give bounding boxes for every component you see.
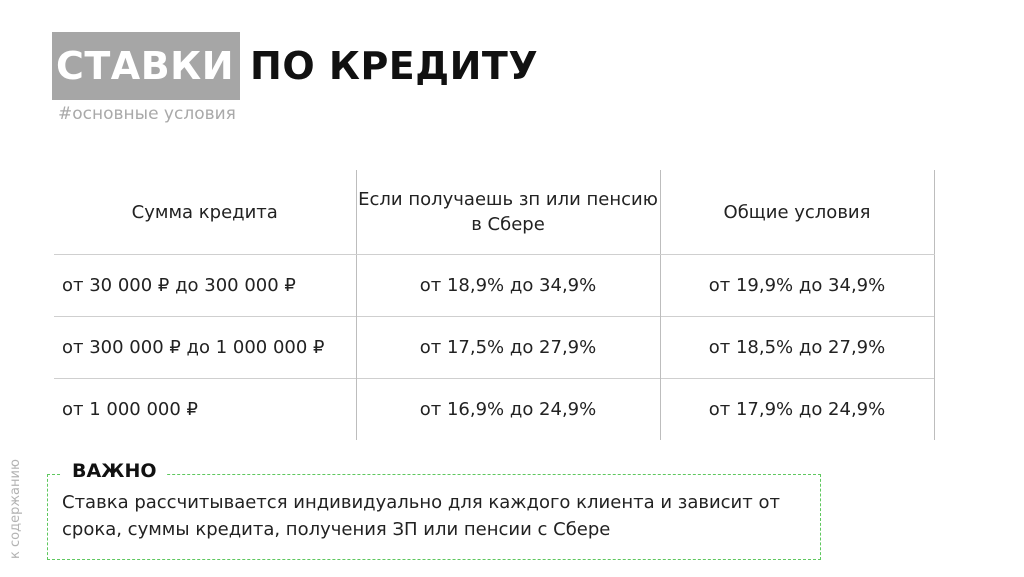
table-row: от 300 000 ₽ до 1 000 000 ₽ от 17,5% до … — [54, 316, 935, 379]
important-note-label: ВАЖНО — [62, 460, 167, 482]
table-row: от 30 000 ₽ до 300 000 ₽ от 18,9% до 34,… — [54, 254, 935, 317]
cell-loan-amount: от 30 000 ₽ до 300 000 ₽ — [54, 254, 357, 317]
important-note-box — [47, 474, 821, 560]
cell-general-rate: от 18,5% до 27,9% — [660, 316, 935, 379]
back-to-contents-link[interactable]: к содержанию — [8, 459, 23, 559]
cell-salary-rate: от 18,9% до 34,9% — [356, 254, 661, 317]
important-note-text: Ставка рассчитывается индивидуально для … — [62, 492, 780, 540]
cell-salary-rate: от 17,5% до 27,9% — [356, 316, 661, 379]
page-title-highlight: СТАВКИ — [52, 32, 241, 100]
cell-loan-amount: от 300 000 ₽ до 1 000 000 ₽ — [54, 316, 357, 379]
header-loan-amount: Сумма кредита — [54, 170, 357, 255]
page-subtitle: #основные условия — [58, 104, 236, 124]
cell-general-rate: от 17,9% до 24,9% — [660, 378, 935, 440]
header-general-terms: Общие условия — [660, 170, 935, 255]
cell-salary-rate: от 16,9% до 24,9% — [356, 378, 661, 440]
page-title-rest: ПО КРЕДИТУ — [250, 44, 539, 88]
table-row: от 1 000 000 ₽ от 16,9% до 24,9% от 17,9… — [54, 378, 935, 440]
rates-table: Сумма кредита Если получаешь зп или пенс… — [54, 170, 935, 440]
cell-loan-amount: от 1 000 000 ₽ — [54, 378, 357, 440]
cell-general-rate: от 19,9% до 34,9% — [660, 254, 935, 317]
table-header-row: Сумма кредита Если получаешь зп или пенс… — [54, 170, 935, 255]
header-salary-client: Если получаешь зп или пенсию в Сбере — [356, 170, 661, 255]
page-title: СТАВКИ ПО КРЕДИТУ — [52, 32, 538, 100]
